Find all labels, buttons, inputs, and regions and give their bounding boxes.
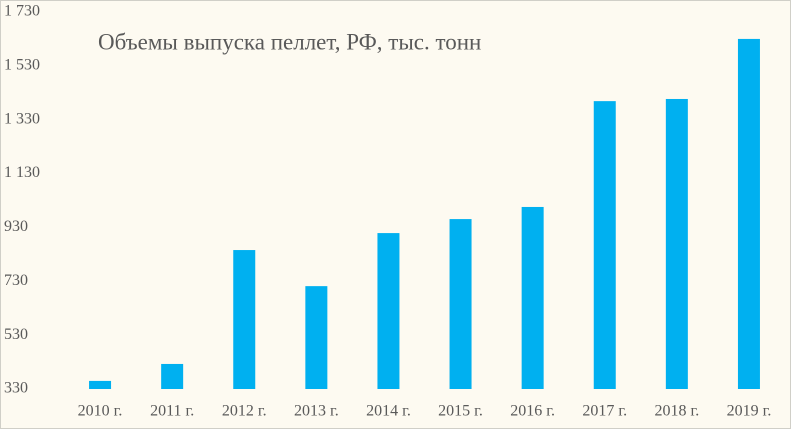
bar: [737, 38, 760, 390]
x-tick-label: 2010 г.: [78, 403, 123, 420]
x-tick-label: 2019 г.: [727, 403, 772, 420]
x-tick-label: 2013 г.: [294, 403, 339, 420]
y-tick-label: 330: [4, 380, 28, 397]
bar: [665, 98, 688, 390]
x-tick-label: 2016 г.: [510, 403, 555, 420]
y-tick-label: 730: [4, 272, 28, 289]
chart-title: Объемы выпуска пеллет, РФ, тыс. тонн: [98, 29, 481, 54]
bar: [449, 219, 472, 389]
bar: [161, 363, 184, 389]
x-tick-label: 2014 г.: [366, 403, 411, 420]
y-tick-label: 1 330: [4, 110, 40, 127]
bar: [593, 101, 616, 389]
bar: [233, 250, 256, 389]
y-tick-label: 930: [4, 218, 28, 235]
y-tick-label: 1 530: [4, 57, 40, 74]
x-tick-label: 2015 г.: [438, 403, 483, 420]
x-tick-label: 2017 г.: [582, 403, 627, 420]
x-tick-label: 2012 г.: [222, 403, 267, 420]
x-tick-label: 2018 г.: [654, 403, 699, 420]
bar: [377, 233, 400, 389]
y-tick-label: 530: [4, 326, 28, 343]
bar: [521, 206, 544, 389]
x-tick-label: 2011 г.: [150, 403, 194, 420]
bar: [89, 380, 112, 389]
y-tick-label: 1 730: [4, 3, 40, 20]
bar: [305, 286, 328, 389]
y-tick-label: 1 130: [4, 164, 40, 181]
